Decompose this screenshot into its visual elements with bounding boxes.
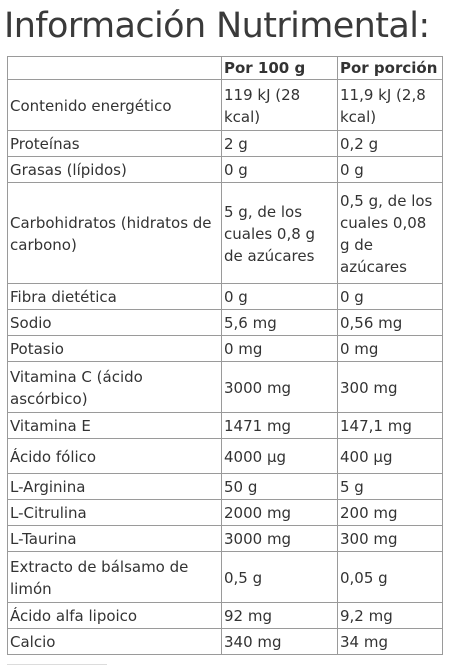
nutrient-name: Ácido alfa lipoico — [7, 602, 222, 629]
value-per-serving: 0 g — [337, 156, 443, 183]
table-row: Ácido fólico 4000 µg 400 µg — [7, 438, 443, 474]
value-per-serving: 0 g — [337, 283, 443, 310]
table-row: Vitamina E 1471 mg 147,1 mg — [7, 412, 443, 439]
value-per-serving: 9,2 mg — [337, 602, 443, 629]
nutrient-name: Carbohidratos (hidratos de carbono) — [7, 182, 222, 284]
value-per-serving: 0,5 g, de los cuales 0,08 g de azúcares — [337, 182, 443, 284]
nutrient-name: Fibra dietética — [7, 283, 222, 310]
table-row: Vitamina C (ácido ascórbico) 3000 mg 300… — [7, 361, 443, 413]
value-per-serving: 200 mg — [337, 499, 443, 526]
value-per-100g: 0,5 g — [221, 551, 338, 603]
value-per-serving: 147,1 mg — [337, 412, 443, 439]
nutrient-name: Extracto de bálsamo de limón — [7, 551, 222, 603]
table-row: Proteínas 2 g 0,2 g — [7, 130, 443, 157]
value-per-serving: 11,9 kJ (2,8 kcal) — [337, 79, 443, 131]
nutrient-name: Sodio — [7, 309, 222, 336]
value-per-100g: 0 g — [221, 283, 338, 310]
nutrient-name: L-Citrulina — [7, 499, 222, 526]
table-row: Sodio 5,6 mg 0,56 mg — [7, 309, 443, 336]
divider — [7, 664, 107, 665]
nutrient-name: L-Taurina — [7, 525, 222, 552]
value-per-100g: 3000 mg — [221, 361, 338, 413]
page-title: Información Nutrimental: — [4, 6, 430, 46]
value-per-100g: 0 g — [221, 156, 338, 183]
value-per-serving: 300 mg — [337, 361, 443, 413]
header-per-100g: Por 100 g — [221, 56, 338, 80]
value-per-100g: 2 g — [221, 130, 338, 157]
nutrient-name: Grasas (lípidos) — [7, 156, 222, 183]
header-nutrient — [7, 56, 222, 80]
nutrient-name: Contenido energético — [7, 79, 222, 131]
value-per-100g: 5 g, de los cuales 0,8 g de azúcares — [221, 182, 338, 284]
nutrient-name: Proteínas — [7, 130, 222, 157]
table-row: Grasas (lípidos) 0 g 0 g — [7, 156, 443, 183]
nutrient-name: L-Arginina — [7, 473, 222, 500]
value-per-serving: 0 mg — [337, 335, 443, 362]
table-row: Fibra dietética 0 g 0 g — [7, 283, 443, 310]
table-row: L-Citrulina 2000 mg 200 mg — [7, 499, 443, 526]
value-per-100g: 119 kJ (28 kcal) — [221, 79, 338, 131]
value-per-serving: 34 mg — [337, 628, 443, 655]
header-per-serving: Por porción — [337, 56, 443, 80]
nutrient-name: Potasio — [7, 335, 222, 362]
value-per-serving: 400 µg — [337, 438, 443, 474]
table-row: Extracto de bálsamo de limón 0,5 g 0,05 … — [7, 551, 443, 603]
value-per-serving: 5 g — [337, 473, 443, 500]
table-header-row: Por 100 g Por porción — [7, 56, 443, 80]
nutrition-table: Por 100 g Por porción Contenido energéti… — [7, 56, 443, 655]
table-row: Calcio 340 mg 34 mg — [7, 628, 443, 655]
table-row: Potasio 0 mg 0 mg — [7, 335, 443, 362]
nutrient-name: Vitamina E — [7, 412, 222, 439]
table-row: Carbohidratos (hidratos de carbono) 5 g,… — [7, 182, 443, 284]
value-per-100g: 340 mg — [221, 628, 338, 655]
value-per-100g: 0 mg — [221, 335, 338, 362]
value-per-100g: 2000 mg — [221, 499, 338, 526]
table-row: L-Taurina 3000 mg 300 mg — [7, 525, 443, 552]
value-per-serving: 0,56 mg — [337, 309, 443, 336]
value-per-serving: 300 mg — [337, 525, 443, 552]
table-row: Contenido energético 119 kJ (28 kcal) 11… — [7, 79, 443, 131]
nutrient-name: Vitamina C (ácido ascórbico) — [7, 361, 222, 413]
nutrient-name: Ácido fólico — [7, 438, 222, 474]
table-row: Ácido alfa lipoico 92 mg 9,2 mg — [7, 602, 443, 629]
value-per-100g: 4000 µg — [221, 438, 338, 474]
value-per-100g: 1471 mg — [221, 412, 338, 439]
value-per-100g: 92 mg — [221, 602, 338, 629]
value-per-100g: 3000 mg — [221, 525, 338, 552]
nutrient-name: Calcio — [7, 628, 222, 655]
table-row: L-Arginina 50 g 5 g — [7, 473, 443, 500]
value-per-100g: 50 g — [221, 473, 338, 500]
value-per-serving: 0,05 g — [337, 551, 443, 603]
value-per-serving: 0,2 g — [337, 130, 443, 157]
value-per-100g: 5,6 mg — [221, 309, 338, 336]
